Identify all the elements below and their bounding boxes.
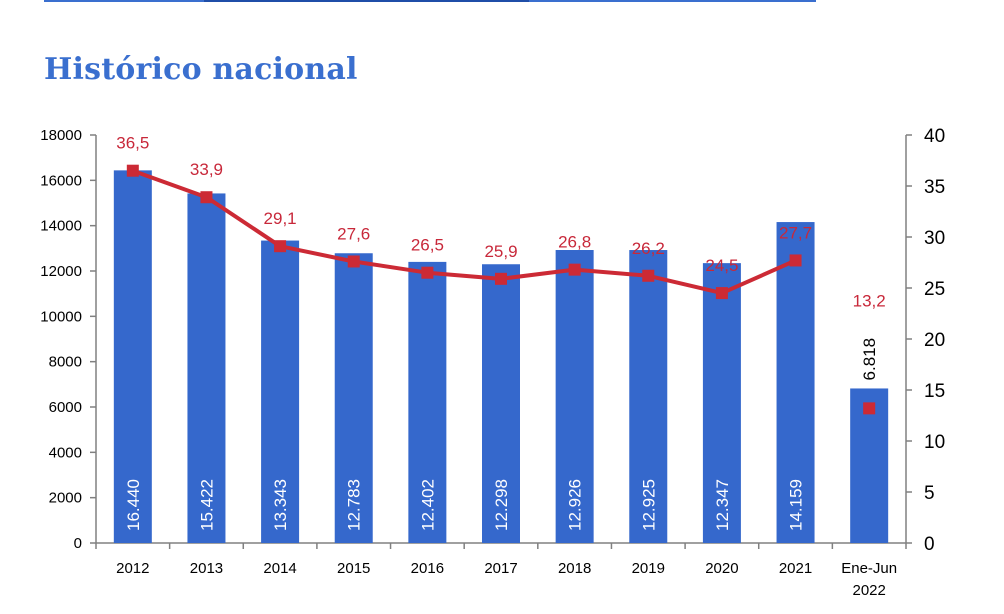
bar [555,250,594,543]
x-tick-label: 2018 [558,560,591,577]
y2-tick-label: 40 [924,126,945,147]
bar [113,170,152,544]
bar-value-label: 12.298 [492,479,511,531]
bar-value-label: 6.818 [860,338,879,381]
y2-tick-label: 20 [924,330,945,351]
y2-tick-label: 0 [924,534,935,555]
rate-point [495,272,507,285]
rate-value-label: 25,9 [484,242,517,261]
axes: 0 2000 4000 6000 8000 10000 12000 14000 16000 180… [40,126,945,599]
rate-line [132,168,797,296]
bar-value-label: 14.159 [787,479,806,531]
y2-tick-label: 5 [924,483,935,504]
y-tick-label: 14000 [40,218,82,235]
y-tick-label: 18000 [40,127,82,144]
bar-value-label: 16.440 [124,479,143,531]
y-tick-label: 4000 [49,444,82,461]
bar-series [113,170,889,544]
y-tick-label: 0 [74,535,82,552]
bar-value-label: 12.926 [566,479,585,531]
x-tick-label: Ene-Jun 2022 [841,560,897,599]
x-tick-label: 2013 [190,560,223,577]
rate-value-label: 33,9 [190,160,223,179]
data-labels: 16.440 15.422 13.343 12.783 12.402 12.298 12.9… [116,134,885,531]
rate-point [274,240,287,253]
x-tick-label: 2014 [263,560,296,577]
bar-value-label: 12.402 [418,479,437,531]
bar-value-label: 12.783 [345,479,364,531]
bar [334,253,373,543]
rate-point [789,254,802,267]
rate-point [126,164,139,177]
y-tick-label: 12000 [40,263,82,280]
y-tick-label: 10000 [40,308,82,325]
rate-value-label: 26,2 [632,239,665,258]
y2-tick-label: 35 [924,177,945,198]
rate-value-label: 24,5 [705,256,738,275]
x-tick-label: 2019 [632,560,665,577]
bar [776,222,815,543]
rate-value-label: 26,5 [411,236,444,255]
x-tick-label: 2015 [337,560,370,577]
page-title: Histórico nacional [44,52,358,87]
y2-tick-label: 15 [924,381,945,402]
bar-value-label: 13.343 [271,479,290,531]
bar [187,193,226,543]
y-tick-label: 6000 [49,399,82,416]
bar [408,261,447,543]
x-tick-label: 2016 [411,560,444,577]
bar [482,264,520,543]
x-tick-label: 2012 [116,560,149,577]
x-tick-label: 2021 [779,560,812,577]
rate-point [200,191,213,204]
rate-value-label: 26,8 [558,233,591,252]
line-series [126,164,876,415]
rate-value-label: 13,2 [853,291,886,310]
bar [629,250,668,544]
rate-point [863,402,876,415]
rate-point [568,263,581,276]
x-tick-label: 2017 [484,560,517,577]
bar [261,240,300,544]
rate-value-label: 36,5 [116,134,149,153]
rate-value-label: 27,6 [337,224,370,243]
rate-value-label: 27,7 [779,223,812,242]
rate-point [421,266,434,279]
rate-point [347,255,360,268]
y2-tick-label: 10 [924,432,945,453]
y2-tick-label: 30 [924,228,945,249]
y-tick-label: 2000 [49,490,82,507]
x-tick-label: 2020 [705,560,738,577]
y-tick-label: 8000 [49,354,82,371]
top-rule [44,0,816,2]
bar [702,263,741,543]
y-tick-label: 16000 [40,172,82,189]
rate-value-label: 29,1 [264,209,297,228]
bar-value-label: 15.422 [197,479,216,531]
bar-value-label: 12.925 [639,479,658,531]
bar-value-label: 12.347 [713,479,732,531]
rate-point [715,287,728,300]
rate-point [642,269,655,282]
y2-tick-label: 25 [924,279,945,300]
